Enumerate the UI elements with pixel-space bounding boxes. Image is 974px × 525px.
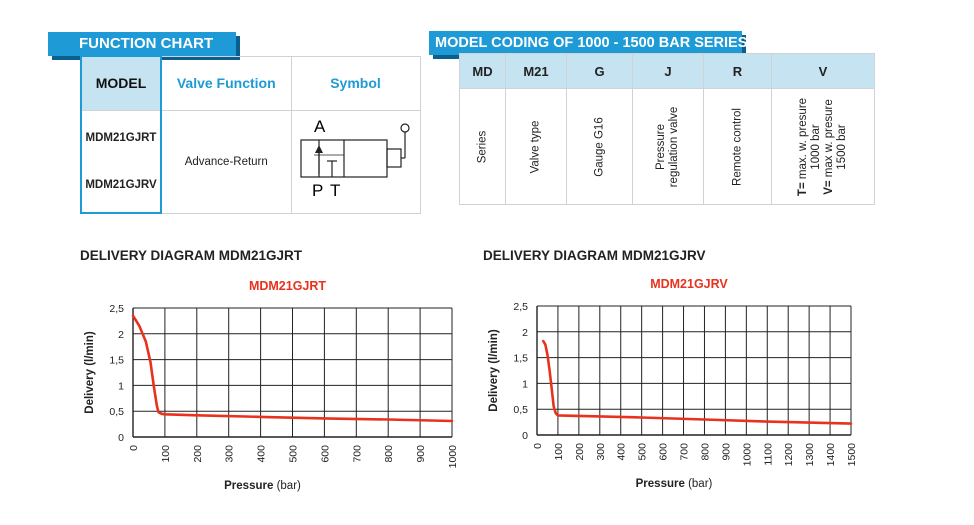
y-tick-label: 0,5 — [513, 404, 528, 416]
y-tick-label: 1,5 — [513, 353, 528, 365]
y-axis-label: Delivery (l/min) — [84, 331, 96, 414]
y-tick-label: 1 — [118, 380, 124, 392]
y-tick-label: 2 — [118, 329, 124, 341]
x-tick-label: 900 — [720, 443, 732, 461]
function-chart-tag: FUNCTION CHART — [48, 32, 236, 56]
y-tick-label: 2 — [522, 327, 528, 339]
x-tick-label: 400 — [616, 443, 628, 461]
x-tick-label: 500 — [288, 445, 300, 463]
code-j: J — [632, 53, 704, 89]
model-coding-tag: MODEL CODING OF 1000 - 1500 BAR SERIES — [429, 31, 747, 55]
x-tick-label: 800 — [699, 443, 711, 461]
x-tick-label: 900 — [415, 445, 427, 463]
desc-pressure-regulation: Pressure regulation valve — [632, 88, 704, 205]
model-header: MODEL — [80, 55, 162, 110]
x-tick-label: 300 — [224, 445, 236, 463]
code-m21: M21 — [505, 53, 567, 89]
x-tick-label: 0 — [532, 443, 544, 449]
x-tick-label: 400 — [256, 445, 268, 463]
x-tick-label: 1300 — [804, 443, 816, 467]
x-tick-label: 300 — [595, 443, 607, 461]
function-chart-table: MODEL Valve Function Symbol MDM21GJRT MD… — [80, 55, 421, 214]
y-tick-label: 0 — [118, 432, 124, 444]
x-tick-label: 1400 — [825, 443, 837, 467]
x-tick-label: 700 — [351, 445, 363, 463]
x-tick-label: 700 — [679, 443, 691, 461]
chart2-heading: DELIVERY DIAGRAM MDM21GJRV — [483, 248, 706, 263]
x-tick-label: 1200 — [783, 443, 795, 467]
x-tick-label: 1000 — [741, 443, 753, 467]
x-tick-label: 1500 — [846, 443, 858, 467]
code-g: G — [566, 53, 633, 89]
chart-title: MDM21GJRT — [249, 279, 326, 293]
delivery-series-line — [542, 339, 853, 425]
chart1-heading: DELIVERY DIAGRAM MDM21GJRT — [80, 248, 303, 263]
code-v: V — [771, 53, 875, 89]
x-tick-label: 1000 — [447, 445, 459, 469]
x-tick-label: 100 — [553, 443, 565, 461]
y-tick-label: 1,5 — [109, 355, 124, 367]
y-axis-label: Delivery (l/min) — [488, 329, 500, 412]
x-axis-label: Pressure (bar) — [636, 478, 713, 490]
x-tick-label: 1100 — [762, 443, 774, 466]
x-tick-label: 800 — [383, 445, 395, 463]
model-coding-table: MD M21 G J R V Series Valve type Gauge G… — [459, 53, 875, 205]
code-r: R — [703, 53, 772, 89]
x-tick-label: 200 — [192, 445, 204, 463]
desc-max-pressure: T= max. w. presure 1000 bar V= max w. pr… — [771, 88, 875, 205]
y-tick-label: 2,5 — [513, 301, 528, 313]
x-tick-label: 600 — [658, 443, 670, 461]
x-axis-label: Pressure (bar) — [224, 480, 301, 492]
port-t-label: T — [330, 181, 340, 200]
y-tick-label: 1 — [522, 378, 528, 390]
x-tick-label: 0 — [128, 445, 140, 451]
port-p-label: P — [312, 181, 323, 200]
models-cell: MDM21GJRT MDM21GJRV — [80, 109, 162, 214]
y-tick-label: 0,5 — [109, 406, 124, 418]
desc-series: Series — [459, 88, 506, 205]
y-tick-label: 0 — [522, 430, 528, 442]
x-tick-label: 100 — [160, 445, 172, 463]
chart-title: MDM21GJRV — [650, 277, 728, 291]
model-name: MDM21GJRV — [85, 178, 157, 191]
y-tick-label: 2,5 — [109, 303, 124, 315]
valve-symbol-cell: A P T — [290, 109, 421, 214]
x-tick-label: 200 — [574, 443, 586, 461]
code-md: MD — [459, 53, 506, 89]
valve-function-value: Advance-Return — [160, 109, 292, 214]
x-tick-label: 600 — [319, 445, 331, 463]
x-tick-label: 500 — [637, 443, 649, 461]
delivery-series-line — [131, 314, 454, 423]
port-a-label: A — [314, 117, 326, 136]
desc-gauge: Gauge G16 — [566, 88, 633, 205]
model-name: MDM21GJRT — [85, 131, 157, 144]
valve-symbol-icon: A P T — [299, 117, 410, 200]
